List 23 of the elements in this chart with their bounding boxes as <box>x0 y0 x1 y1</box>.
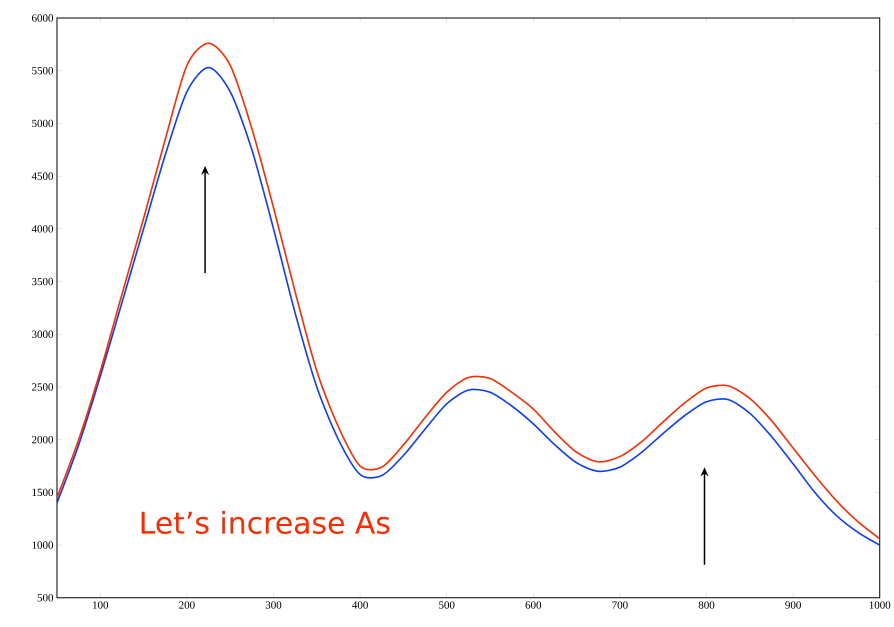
x-tick-label: 100 <box>93 601 108 609</box>
y-tick-label: 1000 <box>32 542 54 549</box>
y-tick-label: 1500 <box>32 488 54 496</box>
x-tick-label: 200 <box>179 601 195 609</box>
x-tick-label: 500 <box>439 601 455 609</box>
y-tick-label: 6000 <box>32 14 54 22</box>
y-tick-label: 5500 <box>32 67 54 74</box>
x-tick-label: 700 <box>612 601 628 609</box>
x-tick-label: 400 <box>352 601 368 609</box>
annotation: Let’s increase As <box>142 510 390 534</box>
x-tick-label: 800 <box>698 601 714 609</box>
y-tick-label: 2000 <box>32 436 54 444</box>
x-tick-label: 900 <box>785 601 801 609</box>
y-tick-label: 3000 <box>32 330 54 338</box>
y-tick-label: 3500 <box>32 278 54 286</box>
y-tick-label: 5000 <box>32 120 54 128</box>
y-tick-label: 2500 <box>32 383 54 391</box>
x-tick-label: 600 <box>526 601 542 609</box>
x-tick-label: 1000 <box>870 601 890 609</box>
y-tick-label: 500 <box>38 594 54 602</box>
y-tick-label: 4000 <box>32 225 54 233</box>
y-tick-label: 4500 <box>32 172 54 180</box>
x-tick-label: 300 <box>266 601 282 609</box>
